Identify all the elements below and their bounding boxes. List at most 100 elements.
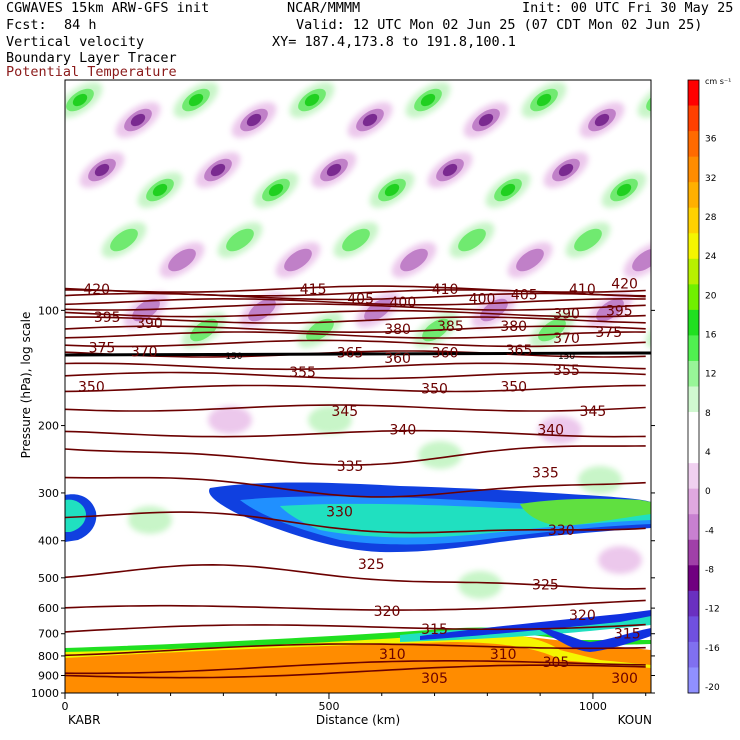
updraft-core xyxy=(188,93,204,107)
y-tick-label: 200 xyxy=(38,420,59,433)
theta-label: 400 xyxy=(469,291,496,307)
colorbar-swatch xyxy=(688,233,699,260)
theta-contour-380 xyxy=(65,331,646,339)
x-axis-end-station: KOUN xyxy=(618,713,652,727)
downdraft-cell xyxy=(427,152,473,188)
updraft-core xyxy=(72,93,88,107)
updraft-cell xyxy=(217,222,263,258)
theta-contour-labels: 420 415 410 410 420 405 400 400 405 395 390 390 395 3… xyxy=(78,276,641,687)
boundary-layer-field xyxy=(65,482,651,693)
theta-label: 375 xyxy=(595,325,622,341)
colorbar-swatch xyxy=(688,182,699,209)
updraft-core xyxy=(268,183,284,197)
colorbar-label: 16 xyxy=(705,331,717,341)
updraft-cell xyxy=(65,82,103,118)
theta-label: 365 xyxy=(337,346,364,362)
theta-contour-390 xyxy=(65,316,646,324)
theta-label: 395 xyxy=(94,310,121,326)
theta-label: 315 xyxy=(614,627,641,643)
colorbar-swatch xyxy=(688,616,699,643)
updraft-core xyxy=(500,183,516,197)
y-tick-label: 500 xyxy=(38,572,59,585)
theta-contour-325 xyxy=(65,563,646,590)
theta-label: 360 xyxy=(432,346,459,362)
theta-label: 345 xyxy=(331,404,358,420)
field-vertical-velocity-label: Vertical velocity xyxy=(6,34,145,50)
colorbar-swatch xyxy=(688,488,699,515)
tropopause-line xyxy=(65,351,651,357)
downdraft-outer xyxy=(654,145,710,194)
x-tick-label: 0 xyxy=(62,700,69,713)
colorbar-swatch xyxy=(688,131,699,158)
downdraft-cell xyxy=(654,145,710,194)
theta-label: 370 xyxy=(131,344,158,360)
theta-label: 420 xyxy=(83,282,110,298)
y-tick-label: 100 xyxy=(38,304,59,317)
theta-contour-365 xyxy=(65,362,646,371)
downdraft-cell xyxy=(391,242,437,278)
theta-contour-330 xyxy=(65,511,646,534)
colorbar-swatch xyxy=(688,335,699,362)
updraft-mid xyxy=(110,228,138,252)
weak-downdraft xyxy=(538,416,582,444)
y-tick-label: 400 xyxy=(38,535,59,548)
colorbar-label: -20 xyxy=(705,683,720,693)
colorbar-swatch xyxy=(688,514,699,541)
theta-label: 300 xyxy=(611,671,638,687)
tracer-plume-left-core xyxy=(65,499,86,532)
updraft-cell xyxy=(333,222,379,258)
x-axis: 0 500 1000 xyxy=(62,693,647,713)
theta-contour-405 xyxy=(65,297,646,306)
downdraft-mid xyxy=(700,104,735,135)
colorbar-swatch xyxy=(688,80,699,107)
theta-contour-345 xyxy=(65,429,646,438)
downdraft-cell xyxy=(347,102,393,138)
theta-contour-315 xyxy=(65,623,646,633)
updraft-mid xyxy=(574,228,602,252)
theta-label: 150 xyxy=(225,352,242,362)
updraft-cell xyxy=(565,222,611,258)
weak-updraft xyxy=(418,441,462,469)
theta-label: 405 xyxy=(511,288,538,304)
downdraft-cell xyxy=(623,242,651,278)
x-tick-label: 1000 xyxy=(579,700,607,713)
theta-contour-395 xyxy=(65,309,646,318)
cross-section-endpoints-label: XY= 187.4,173.8 to 191.8,100.1 xyxy=(272,34,516,50)
theta-label: 395 xyxy=(606,303,633,319)
theta-contour-340 xyxy=(65,445,646,466)
updraft-cell xyxy=(449,222,495,258)
colorbar-frame xyxy=(687,79,700,694)
updraft-cell xyxy=(405,82,451,118)
weak-updraft xyxy=(128,506,172,534)
forecast-label: Fcst: xyxy=(6,17,47,33)
colorbar-swatch xyxy=(688,156,699,183)
downdraft-mid xyxy=(168,248,196,272)
updraft-core xyxy=(420,93,436,107)
organization-label: NCAR/MMMM xyxy=(287,0,361,16)
theta-label: 365 xyxy=(506,343,533,359)
theta-contour-300 xyxy=(65,664,646,679)
theta-contour-370 xyxy=(65,350,646,358)
y-tick-label: 300 xyxy=(38,487,59,500)
downdraft-core xyxy=(326,163,342,177)
updraft-mid xyxy=(306,318,334,342)
updraft-core xyxy=(731,181,740,198)
x-tick-label: 500 xyxy=(318,700,339,713)
theta-label: 340 xyxy=(390,423,417,439)
colorbar-swatch xyxy=(688,539,699,566)
theta-label: 330 xyxy=(548,523,575,539)
updraft-mid xyxy=(538,318,566,342)
colorbar-swatch xyxy=(688,590,699,617)
downdraft-core xyxy=(210,163,226,177)
downdraft-core xyxy=(442,163,458,177)
boundary-layer-yellow-band xyxy=(65,631,651,668)
colorbar-swatch xyxy=(688,360,699,387)
theta-label: 325 xyxy=(358,557,385,573)
field-boundary-layer-tracer-label: Boundary Layer Tracer xyxy=(6,50,177,66)
plot-frame xyxy=(64,79,652,694)
updraft-mid xyxy=(722,174,740,205)
theta-label: 305 xyxy=(543,655,570,671)
theta-label: 415 xyxy=(300,282,327,298)
theta-label: 420 xyxy=(611,276,638,292)
